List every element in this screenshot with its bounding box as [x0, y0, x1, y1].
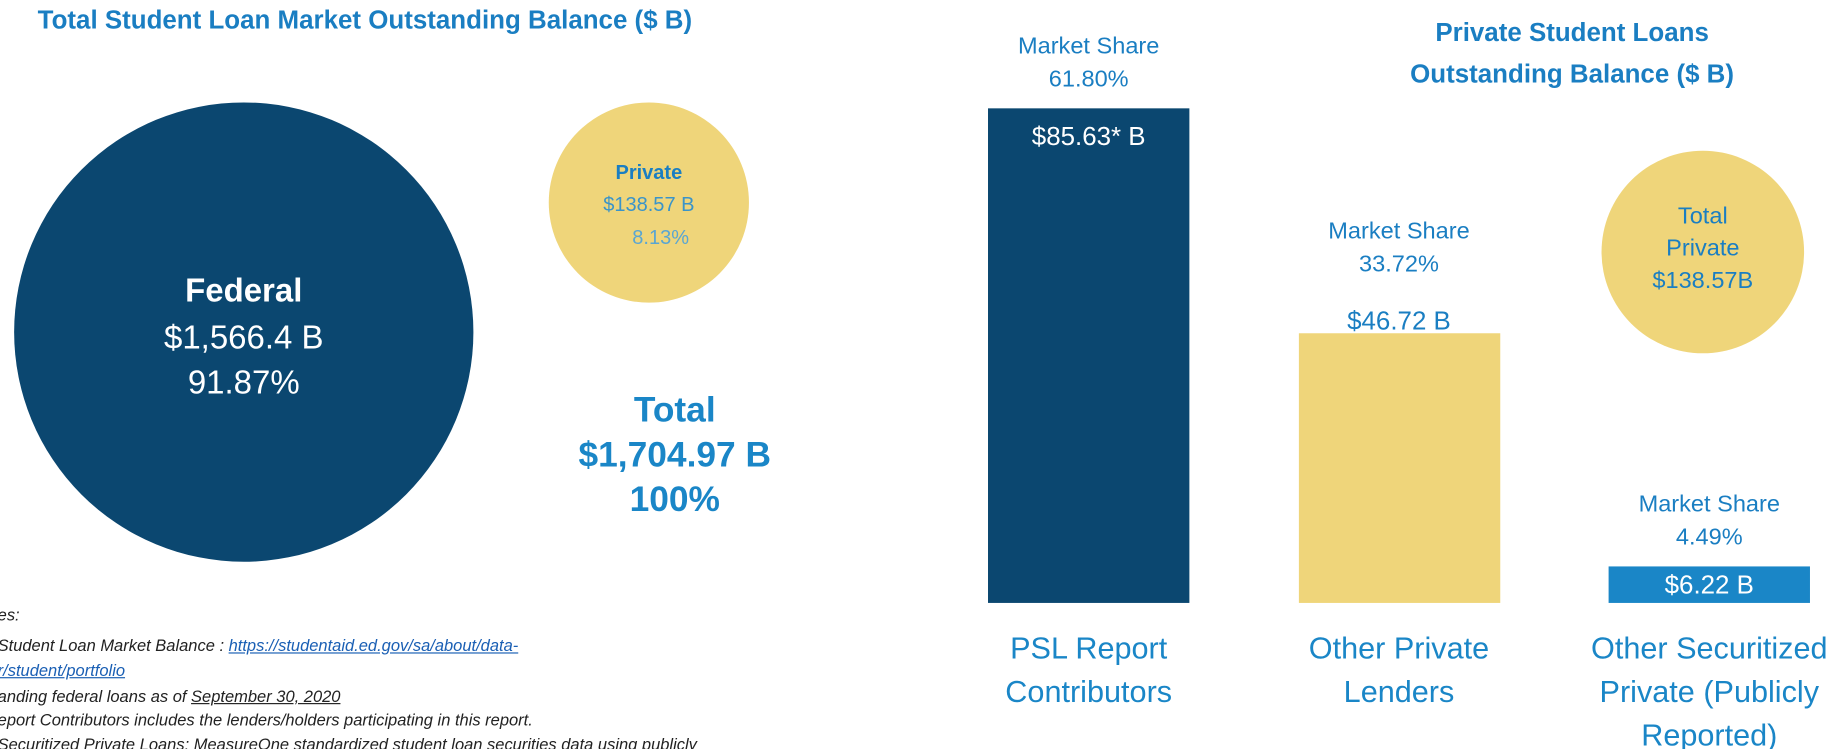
note-line: Securitized Private Loans: MeasureOne st… [0, 735, 697, 749]
note-line: Student Loan Market Balance : https://st… [0, 636, 518, 655]
category-label: Private [615, 161, 683, 184]
note-text: Student Loan Market Balance : [0, 635, 229, 655]
note-text: anding federal loans as of [0, 686, 192, 706]
value-label: $46.72 B [1347, 305, 1451, 336]
note-line: r/student/portfolio [0, 661, 125, 680]
note-link[interactable]: https://studentaid.ed.gov/sa/about/data- [228, 635, 519, 655]
bubble [14, 102, 474, 562]
total-value: $138.57B [1652, 267, 1754, 294]
note-line: anding federal loans as of September 30,… [0, 687, 340, 706]
total-share: 100% [629, 480, 720, 520]
category-label: Other Securitized Private (Publicly Repo… [1591, 630, 1828, 749]
category-label: Other Private Lenders [1308, 630, 1490, 709]
bubble [548, 101, 750, 304]
category-label: PSL Report Contributors [1005, 630, 1173, 709]
note-text: eport Contributors includes the lenders/… [0, 710, 533, 729]
value-label: $6.22 B [1664, 569, 1754, 600]
share-title: Market Share [1638, 492, 1780, 519]
share-title: Market Share [1017, 33, 1160, 60]
note-text: Securitized Private Loans: MeasureOne st… [0, 734, 697, 749]
chart-title: Private Student Loans Outstanding Balanc… [1410, 17, 1735, 89]
share-label: 61.80% [1048, 66, 1129, 93]
bar [988, 108, 1190, 603]
share-label: 33.72% [1359, 251, 1439, 278]
share-label: 8.13% [632, 226, 690, 249]
note-line: eport Contributors includes the lenders/… [0, 710, 533, 729]
value-label: $85.63* B [1031, 121, 1146, 151]
share-label: 4.49% [1675, 525, 1743, 552]
note-link[interactable]: r/student/portfolio [0, 660, 126, 680]
bar [1298, 333, 1500, 603]
share-title: Market Share [1328, 218, 1470, 245]
chart-title: Total Student Loan Market Outstanding Ba… [37, 4, 693, 35]
value-label: $1,566.4 B [163, 319, 324, 356]
notes-heading: es: [0, 605, 20, 625]
value-label: $138.57 B [603, 193, 695, 216]
total-value: $1,704.97 B [578, 435, 772, 475]
total-label: Total [633, 390, 716, 430]
total-bubble [1601, 150, 1805, 354]
category-label: Federal [185, 272, 303, 309]
bar [1608, 566, 1810, 603]
share-label: 91.87% [187, 363, 300, 401]
note-text: September 30, 2020 [191, 686, 341, 706]
total-label: Total Private [1666, 203, 1740, 262]
